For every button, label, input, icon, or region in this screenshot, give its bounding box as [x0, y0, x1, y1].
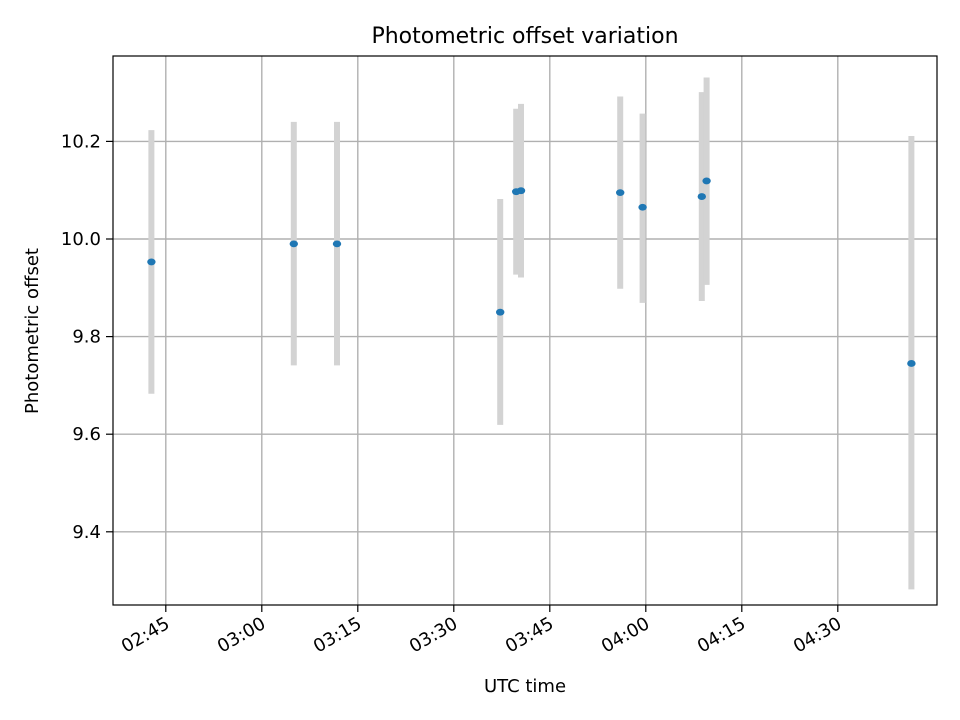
grid: [113, 56, 937, 605]
data-point: [496, 308, 505, 316]
plot-frame: [112, 55, 938, 606]
data-point: [289, 240, 298, 248]
data-points: [147, 177, 916, 367]
data-point: [702, 177, 711, 185]
y-tick-label: 9.4: [72, 522, 101, 543]
y-tick-label: 10.0: [61, 229, 101, 250]
data-point: [697, 193, 706, 200]
y-tick-label: 9.8: [72, 327, 101, 348]
data-point: [907, 360, 916, 367]
y-tick-label: 10.2: [61, 131, 101, 152]
data-point: [638, 203, 647, 211]
x-axis-label: UTC time: [484, 676, 566, 697]
y-axis-label: Photometric offset: [22, 248, 43, 414]
data-point: [332, 240, 342, 248]
data-point: [147, 258, 156, 266]
data-point: [516, 187, 526, 195]
chart-title: Photometric offset variation: [371, 24, 678, 49]
y-axis-ticks: 9.4 9.6 9.8 10.0 10.2: [61, 131, 113, 543]
data-point: [616, 189, 625, 197]
y-tick-label: 9.6: [72, 424, 101, 445]
